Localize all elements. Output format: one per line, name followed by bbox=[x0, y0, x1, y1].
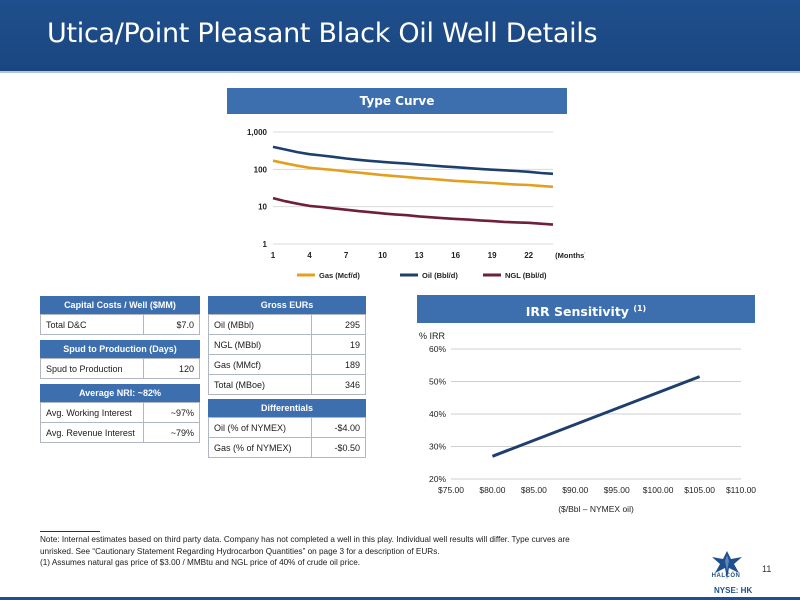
table-cell-label: Avg. Revenue Interest bbox=[40, 422, 144, 443]
spud-header: Spud to Production (Days) bbox=[40, 340, 200, 358]
series-line bbox=[272, 159, 554, 189]
y-tick-label: 40% bbox=[429, 409, 446, 419]
table-row: Total D&C $7.0 bbox=[40, 314, 200, 335]
y-tick-label: 30% bbox=[429, 442, 446, 452]
x-tick-label: $85.00 bbox=[521, 485, 547, 495]
x-tick-label: 16 bbox=[451, 251, 460, 260]
table-cell-value: ~79% bbox=[143, 422, 200, 443]
legend-label: Oil (Bbl/d) bbox=[422, 271, 458, 280]
page-number: 11 bbox=[762, 564, 772, 574]
x-tick-label: 7 bbox=[344, 251, 349, 260]
footnote-1: (1) Assumes natural gas price of $3.00 /… bbox=[40, 558, 361, 567]
y-tick-label: 100 bbox=[254, 165, 268, 174]
x-unit-label: (Months) bbox=[555, 251, 585, 260]
ticker-label: NYSE: HK bbox=[714, 586, 753, 595]
table-cell-value: ~97% bbox=[143, 402, 200, 423]
y-tick-label: 50% bbox=[429, 377, 446, 387]
header-divider bbox=[0, 71, 800, 73]
differentials-header: Differentials bbox=[208, 399, 366, 417]
table-cell-label: Avg. Working Interest bbox=[40, 402, 144, 423]
irr-sensitivity-chart: % IRR 20% 30% 40% 50% 60% $75.00 $80.00 $85.00 $9… bbox=[419, 331, 756, 514]
legend-label: Gas (Mcf/d) bbox=[319, 271, 360, 280]
series-line bbox=[491, 375, 701, 458]
x-tick-label: 13 bbox=[415, 251, 424, 260]
table-cell-value: 189 bbox=[311, 354, 366, 375]
table-row: Oil (MBbl) 295 bbox=[208, 314, 366, 335]
spud-table: Spud to Production 120 bbox=[40, 358, 200, 379]
table-cell-label: Gas (MMcf) bbox=[208, 354, 312, 375]
series-line bbox=[272, 145, 554, 176]
table-row: Gas (MMcf) 189 bbox=[208, 354, 366, 375]
table-row: Gas (% of NYMEX) -$0.50 bbox=[208, 437, 366, 458]
footer-bar bbox=[0, 597, 800, 600]
hawk-logo-icon bbox=[712, 551, 742, 579]
y-tick-label: 1 bbox=[263, 240, 268, 249]
series-line bbox=[272, 196, 554, 226]
x-tick-label: 1 bbox=[271, 251, 276, 260]
capital-costs-table: Total D&C $7.0 bbox=[40, 314, 200, 335]
gross-eurs-header: Gross EURs bbox=[208, 296, 366, 314]
table-cell-value: 19 bbox=[311, 334, 366, 355]
page-title: Utica/Point Pleasant Black Oil Well Deta… bbox=[47, 18, 598, 49]
x-tick-label: 10 bbox=[378, 251, 387, 260]
y-axis-label: % IRR bbox=[419, 331, 446, 341]
x-tick-label: $100.00 bbox=[643, 485, 674, 495]
capital-costs-header: Capital Costs / Well ($MM) bbox=[40, 296, 200, 314]
table-row: Avg. Working Interest ~97% bbox=[40, 402, 200, 423]
type-curve-chart: 1,000 100 10 11 4 7 10 13 16 19 22 (Months) Gas (Mcf… bbox=[247, 128, 585, 280]
x-tick-label: $80.00 bbox=[479, 485, 505, 495]
table-cell-label: Gas (% of NYMEX) bbox=[208, 437, 312, 458]
table-cell-value: 295 bbox=[311, 314, 366, 335]
table-cell-value: $7.0 bbox=[143, 314, 200, 335]
table-row: Spud to Production 120 bbox=[40, 358, 200, 379]
table-cell-value: 346 bbox=[311, 374, 366, 395]
slide-header: Utica/Point Pleasant Black Oil Well Deta… bbox=[0, 0, 800, 71]
table-cell-value: 120 bbox=[143, 358, 200, 379]
y-tick-label: 20% bbox=[429, 474, 446, 484]
y-tick-label: 60% bbox=[429, 344, 446, 354]
table-cell-label: Total D&C bbox=[40, 314, 144, 335]
table-cell-label: NGL (MBbl) bbox=[208, 334, 312, 355]
legend-label: NGL (Bbl/d) bbox=[505, 271, 547, 280]
table-cell-label: Total (MBoe) bbox=[208, 374, 312, 395]
footnotes: Note: Internal estimates based on third … bbox=[40, 534, 680, 569]
table-row: Total (MBoe) 346 bbox=[208, 374, 366, 395]
irr-banner-title: IRR Sensitivity bbox=[525, 304, 629, 320]
x-tick-label: $95.00 bbox=[604, 485, 630, 495]
x-tick-label: $110.00 bbox=[726, 485, 756, 495]
x-tick-label: 19 bbox=[488, 251, 497, 260]
x-tick-label: 4 bbox=[307, 251, 312, 260]
table-cell-label: Oil (MBbl) bbox=[208, 314, 312, 335]
gross-eurs-table: Oil (MBbl) 295 NGL (MBbl) 19 Gas (MMcf) … bbox=[208, 314, 366, 395]
table-cell-label: Spud to Production bbox=[40, 358, 144, 379]
differentials-table: Oil (% of NYMEX) -$4.00 Gas (% of NYMEX)… bbox=[208, 417, 366, 458]
footnote-note: Note: Internal estimates based on third … bbox=[40, 535, 570, 544]
nri-table: Avg. Working Interest ~97% Avg. Revenue … bbox=[40, 402, 200, 443]
nri-header: Average NRI: ~82% bbox=[40, 384, 200, 402]
x-tick-label: $105.00 bbox=[684, 485, 715, 495]
irr-sensitivity-banner: IRR Sensitivity (1) bbox=[417, 295, 755, 323]
table-cell-value: -$0.50 bbox=[311, 437, 366, 458]
table-cell-label: Oil (% of NYMEX) bbox=[208, 417, 312, 438]
table-row: NGL (MBbl) 19 bbox=[208, 334, 366, 355]
y-tick-label: 1,000 bbox=[247, 128, 268, 137]
company-logo-text: HALCÓN bbox=[711, 573, 741, 579]
x-tick-label: $75.00 bbox=[438, 485, 464, 495]
type-curve-banner: Type Curve bbox=[227, 88, 567, 114]
table-row: Oil (% of NYMEX) -$4.00 bbox=[208, 417, 366, 438]
footnote-note-cont: unrisked. See “Cautionary Statement Rega… bbox=[40, 546, 440, 556]
irr-banner-footnote-ref: (1) bbox=[633, 304, 647, 313]
y-tick-label: 10 bbox=[258, 203, 267, 212]
table-cell-value: -$4.00 bbox=[311, 417, 366, 438]
footnote-divider bbox=[40, 531, 100, 532]
x-axis-label: ($/Bbl – NYMEX oil) bbox=[558, 504, 634, 514]
table-row: Avg. Revenue Interest ~79% bbox=[40, 422, 200, 443]
x-tick-label: $90.00 bbox=[562, 485, 588, 495]
x-tick-label: 22 bbox=[524, 251, 533, 260]
